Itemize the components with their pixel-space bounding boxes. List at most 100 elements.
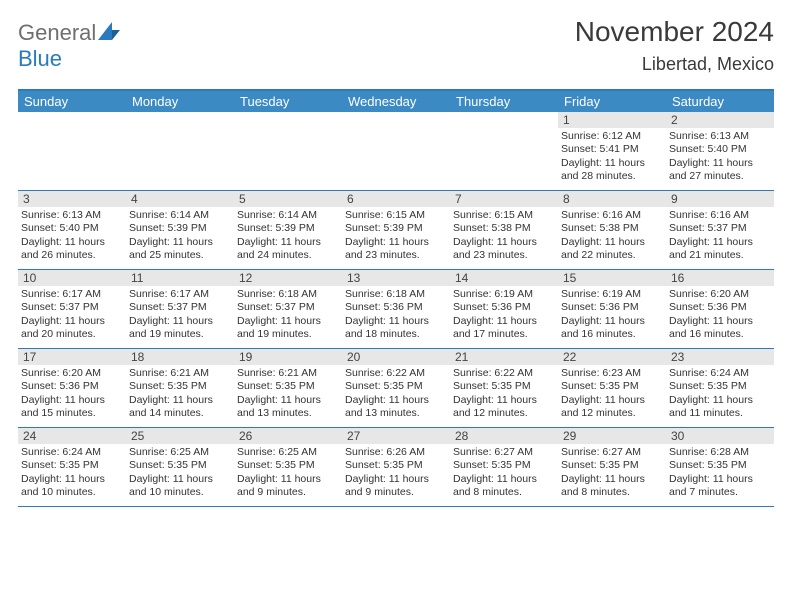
sunrise-line: Sunrise: 6:24 AM xyxy=(21,446,101,458)
sunset-line: Sunset: 5:39 PM xyxy=(129,222,207,234)
day-number: 7 xyxy=(450,191,558,207)
daylight-line: Daylight: 11 hours and 26 minutes. xyxy=(21,236,105,261)
sunset-line: Sunset: 5:39 PM xyxy=(345,222,423,234)
daylight-line: Daylight: 11 hours and 12 minutes. xyxy=(561,394,645,419)
sunset-line: Sunset: 5:35 PM xyxy=(345,459,423,471)
day-details: Sunrise: 6:15 AMSunset: 5:38 PMDaylight:… xyxy=(450,207,558,267)
sunset-line: Sunset: 5:37 PM xyxy=(21,301,99,313)
sunset-line: Sunset: 5:39 PM xyxy=(237,222,315,234)
logo: General Blue xyxy=(18,20,120,72)
day-details: Sunrise: 6:18 AMSunset: 5:37 PMDaylight:… xyxy=(234,286,342,346)
daylight-line: Daylight: 11 hours and 16 minutes. xyxy=(561,315,645,340)
day-details: Sunrise: 6:22 AMSunset: 5:35 PMDaylight:… xyxy=(450,365,558,425)
sunrise-line: Sunrise: 6:19 AM xyxy=(453,288,533,300)
sunset-line: Sunset: 5:35 PM xyxy=(561,380,639,392)
calendar-week: 3Sunrise: 6:13 AMSunset: 5:40 PMDaylight… xyxy=(18,191,774,270)
sunrise-line: Sunrise: 6:27 AM xyxy=(561,446,641,458)
day-number: 12 xyxy=(234,270,342,286)
daylight-line: Daylight: 11 hours and 13 minutes. xyxy=(237,394,321,419)
sunrise-line: Sunrise: 6:14 AM xyxy=(129,209,209,221)
calendar-cell-empty xyxy=(126,112,234,190)
calendar-cell-empty xyxy=(342,112,450,190)
day-details: Sunrise: 6:19 AMSunset: 5:36 PMDaylight:… xyxy=(450,286,558,346)
daylight-line: Daylight: 11 hours and 27 minutes. xyxy=(669,157,753,182)
calendar-cell: 5 Sunrise: 6:14 AMSunset: 5:39 PM Daylight… xyxy=(234,191,342,269)
daylight-line: Daylight: 11 hours and 21 minutes. xyxy=(669,236,753,261)
calendar-cell: 15Sunrise: 6:19 AMSunset: 5:36 PMDayligh… xyxy=(558,270,666,348)
day-details: Sunrise: 6:27 AMSunset: 5:35 PMDaylight:… xyxy=(558,444,666,504)
day-number: 6 xyxy=(342,191,450,207)
sunrise-line: Sunrise: 6:25 AM xyxy=(129,446,209,458)
daylight-line: Daylight: 11 hours and 20 minutes. xyxy=(21,315,105,340)
daylight-line: Daylight: 11 hours and 23 minutes. xyxy=(453,236,537,261)
day-number: 18 xyxy=(126,349,234,365)
calendar-cell: 25Sunrise: 6:25 AMSunset: 5:35 PMDayligh… xyxy=(126,428,234,506)
weekday-label: Sunday xyxy=(18,91,126,112)
sunset-line: Sunset: 5:36 PM xyxy=(21,380,99,392)
sunset-line: Sunset: 5:35 PM xyxy=(669,459,747,471)
day-details: Sunrise: 6:20 AMSunset: 5:36 PMDaylight:… xyxy=(18,365,126,425)
day-details: Sunrise: 6:14 AMSunset: 5:39 PMDaylight:… xyxy=(126,207,234,267)
day-details: Sunrise: 6:21 AMSunset: 5:35 PMDaylight:… xyxy=(126,365,234,425)
sunrise-line: Sunrise: 6:24 AM xyxy=(669,367,749,379)
daylight-line: Daylight: 11 hours and 16 minutes. xyxy=(669,315,753,340)
calendar-cell: 27Sunrise: 6:26 AMSunset: 5:35 PMDayligh… xyxy=(342,428,450,506)
sunrise-line: Sunrise: 6:13 AM xyxy=(669,130,749,142)
sunrise-line: Sunrise: 6:19 AM xyxy=(561,288,641,300)
day-details: Sunrise: 6:13 AMSunset: 5:40 PMDaylight:… xyxy=(18,207,126,267)
calendar-cell: 4Sunrise: 6:14 AMSunset: 5:39 PMDaylight… xyxy=(126,191,234,269)
day-details: Sunrise: 6:26 AMSunset: 5:35 PMDaylight:… xyxy=(342,444,450,504)
calendar-cell: 8Sunrise: 6:16 AMSunset: 5:38 PMDaylight… xyxy=(558,191,666,269)
sunset-line: Sunset: 5:35 PM xyxy=(453,459,531,471)
sunset-line: Sunset: 5:35 PM xyxy=(21,459,99,471)
day-number: 8 xyxy=(558,191,666,207)
calendar-cell-empty xyxy=(18,112,126,190)
calendar-week: 1Sunrise: 6:12 AMSunset: 5:41 PMDaylight… xyxy=(18,112,774,191)
daylight-line: Daylight: 11 hours and 8 minutes. xyxy=(561,473,645,498)
weekday-label: Friday xyxy=(558,91,666,112)
day-details: Sunrise: 6:19 AMSunset: 5:36 PM Daylight:… xyxy=(558,286,666,346)
calendar-cell: 21Sunrise: 6:22 AMSunset: 5:35 PMDayligh… xyxy=(450,349,558,427)
sunrise-line: Sunrise: 6:14 AM xyxy=(237,209,317,221)
day-number: 17 xyxy=(18,349,126,365)
day-details: Sunrise: 6:22 AMSunset: 5:35 PMDaylight:… xyxy=(342,365,450,425)
calendar-cell: 18Sunrise: 6:21 AMSunset: 5:35 PMDayligh… xyxy=(126,349,234,427)
sunrise-line: Sunrise: 6:12 AM xyxy=(561,130,641,142)
calendar-cell: 30Sunrise: 6:28 AMSunset: 5:35 PMDayligh… xyxy=(666,428,774,506)
calendar-cell-empty xyxy=(234,112,342,190)
day-number: 16 xyxy=(666,270,774,286)
sunrise-line: Sunrise: 6:16 AM xyxy=(669,209,749,221)
sunrise-line: Sunrise: 6:13 AM xyxy=(21,209,101,221)
daylight-line: Daylight: 11 hours and 10 minutes. xyxy=(129,473,213,498)
calendar-cell: 22Sunrise: 6:23 AMSunset: 5:35 PMDayligh… xyxy=(558,349,666,427)
day-number: 4 xyxy=(126,191,234,207)
calendar-cell-empty xyxy=(450,112,558,190)
header: General Blue November 2024 Libertad, Mex… xyxy=(18,16,774,75)
day-details: Sunrise: 6:20 AMSunset: 5:36 PMDaylight:… xyxy=(666,286,774,346)
sunrise-line: Sunrise: 6:21 AM xyxy=(129,367,209,379)
calendar-cell: 23Sunrise: 6:24 AMSunset: 5:35 PMDayligh… xyxy=(666,349,774,427)
daylight-line: Daylight: 11 hours and 24 minutes. xyxy=(237,236,321,261)
day-details: Sunrise: 6:16 AMSunset: 5:38 PMDaylight:… xyxy=(558,207,666,267)
day-number: 3 xyxy=(18,191,126,207)
daylight-line: Daylight: 11 hours and 18 minutes. xyxy=(345,315,429,340)
sunset-line: Sunset: 5:36 PM xyxy=(453,301,531,313)
day-number: 30 xyxy=(666,428,774,444)
sunset-line: Sunset: 5:41 PM xyxy=(561,143,639,155)
sunset-line: Sunset: 5:36 PM xyxy=(561,301,639,313)
weekday-label: Thursday xyxy=(450,91,558,112)
day-number: 28 xyxy=(450,428,558,444)
daylight-line: Daylight: 11 hours and 12 minutes. xyxy=(453,394,537,419)
month-title: November 2024 xyxy=(575,16,774,48)
day-details: Sunrise: 6:24 AMSunset: 5:35 PMDaylight:… xyxy=(666,365,774,425)
logo-text-general: General xyxy=(18,20,96,45)
sunrise-line: Sunrise: 6:15 AM xyxy=(345,209,425,221)
day-details: Sunrise: 6:27 AMSunset: 5:35 PMDaylight:… xyxy=(450,444,558,504)
day-details: Sunrise: 6:21 AMSunset: 5:35 PMDaylight:… xyxy=(234,365,342,425)
sunset-line: Sunset: 5:35 PM xyxy=(669,380,747,392)
sunrise-line: Sunrise: 6:26 AM xyxy=(345,446,425,458)
sunrise-line: Sunrise: 6:15 AM xyxy=(453,209,533,221)
sunrise-line: Sunrise: 6:27 AM xyxy=(453,446,533,458)
day-number: 5 xyxy=(234,191,342,207)
day-details: Sunrise: 6:16 AMSunset: 5:37 PMDaylight:… xyxy=(666,207,774,267)
